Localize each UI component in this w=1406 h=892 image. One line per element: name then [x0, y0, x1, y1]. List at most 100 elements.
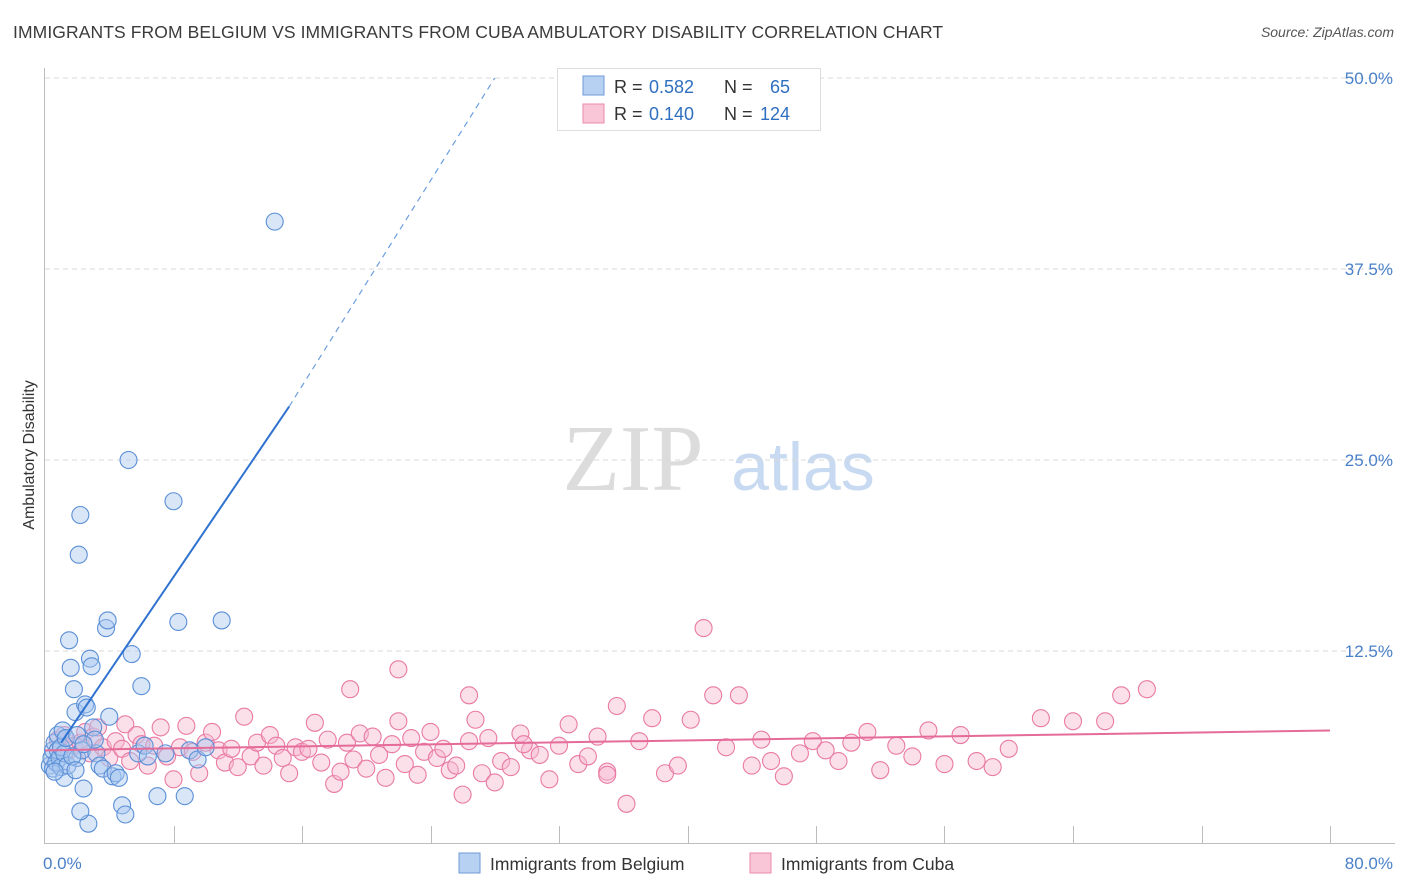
cuba-point-98 [774, 767, 793, 786]
belgium-point-59 [63, 747, 82, 766]
cuba-point-114 [1031, 709, 1050, 728]
cuba-point-112 [983, 758, 1002, 777]
cuba-point-35 [254, 756, 273, 775]
belgium-point-51 [164, 492, 183, 511]
belgium-point-49 [148, 787, 167, 806]
cuba-point-19 [151, 718, 170, 737]
cuba-point-76 [530, 745, 549, 764]
belgium-point-33 [90, 756, 109, 775]
cuba-point-49 [344, 750, 363, 769]
belgium-point-40 [109, 768, 128, 787]
cuba-point-121 [341, 680, 360, 699]
cuba-point-100 [803, 732, 822, 751]
legend-cuba-n-value: 124 [760, 104, 790, 124]
belgium-point-63 [74, 735, 93, 754]
cuba-point-70 [479, 729, 498, 748]
cuba-point-17 [138, 756, 157, 775]
cuba-point-61 [421, 722, 440, 742]
cuba-point-71 [485, 773, 504, 792]
grid [45, 77, 1395, 652]
belgium-point-42 [116, 805, 135, 824]
cuba-point-48 [337, 733, 357, 752]
x-ticks [174, 826, 1331, 843]
cuba-point-85 [617, 794, 636, 813]
cuba-point-102 [829, 751, 848, 771]
cuba-point-99 [790, 744, 809, 763]
watermark-atlas: atlas [731, 429, 875, 505]
cuba-point-104 [858, 722, 877, 742]
belgium-point-58 [71, 802, 90, 821]
legend-cuba-swatch [582, 103, 605, 124]
cuba-point-109 [935, 755, 954, 774]
cuba-point-79 [559, 715, 578, 734]
belgium-point-46 [132, 677, 151, 696]
belgium-point-61 [45, 762, 64, 781]
trend-lines [44, 77, 1331, 752]
cuba-point-36 [260, 725, 279, 745]
belgium-point-29 [80, 649, 100, 668]
cuba-point-51 [357, 759, 376, 778]
cuba-point-13 [116, 715, 135, 734]
cuba-point-27 [203, 722, 222, 742]
belgium-point-57 [212, 611, 231, 630]
cuba-point-89 [668, 756, 687, 775]
cuba-point-90 [681, 710, 700, 729]
legend-belgium-r-value: 0.582 [649, 77, 694, 97]
legend-cuba-r-value: 0.140 [649, 104, 694, 124]
cuba-point-58 [402, 729, 421, 748]
cuba-point-68 [466, 710, 485, 729]
cuba-point-64 [440, 761, 459, 780]
bottom-legend-cuba-label: Immigrants from Cuba [781, 854, 954, 874]
legend-belgium-n-value: 65 [770, 77, 790, 97]
belgium-point-52 [169, 612, 188, 632]
belgium-trend-extension [288, 77, 496, 407]
cuba-point-95 [742, 756, 761, 775]
bottom-legend-belgium-swatch [458, 852, 481, 874]
cuba-point-113 [999, 739, 1018, 758]
source-credit: Source: ZipAtlas.com [1260, 24, 1394, 40]
cuba-point-93 [716, 738, 736, 757]
cuba-point-62 [427, 748, 446, 768]
cuba-point-77 [540, 770, 559, 789]
cuba-point-43 [305, 713, 324, 732]
cuba-point-107 [903, 747, 922, 766]
cuba-point-54 [376, 768, 395, 787]
cuba-point-115 [1063, 712, 1083, 731]
cuba-point-72 [492, 751, 511, 771]
belgium-point-17 [61, 658, 80, 677]
cuba-point-56 [389, 712, 408, 731]
cuba-point-97 [761, 751, 781, 771]
cuba-trend-line [44, 729, 1331, 752]
belgium-point-53 [175, 787, 194, 806]
cuba-point-52 [363, 727, 382, 746]
series-legend: Immigrants from Belgium Immigrants from … [458, 852, 954, 874]
legend-belgium-swatch [582, 75, 605, 96]
belgium-point-47 [135, 736, 154, 755]
cuba-point-21 [164, 770, 183, 789]
watermark-zip: ZIP [563, 407, 704, 511]
cuba-point-66 [453, 785, 472, 804]
cuba-point-94 [729, 686, 748, 705]
cuba-point-103 [842, 733, 861, 752]
y-tick-label-3: 50.0% [1345, 69, 1393, 88]
cuba-point-39 [280, 764, 299, 783]
correlation-legend: R = 0.582 N = 65 R = 0.140 N = 124 [557, 68, 821, 131]
cuba-point-30 [222, 739, 241, 758]
belgium-point-64 [265, 212, 284, 231]
cuba-point-73 [501, 758, 520, 777]
cuba-point-120 [459, 686, 479, 705]
cuba-point-84 [607, 696, 626, 716]
cuba-point-80 [569, 755, 588, 774]
axes [44, 68, 1395, 844]
cuba-point-110 [951, 725, 970, 745]
legend-cuba-n-label: N = [724, 104, 753, 124]
belgium-point-10 [52, 758, 71, 777]
cuba-point-81 [578, 747, 597, 766]
y-tick-labels: 12.5% 25.0% 37.5% 50.0% [1345, 69, 1393, 661]
belgium-points [40, 212, 284, 833]
cuba-point-108 [919, 721, 938, 740]
belgium-point-16 [60, 631, 79, 650]
cuba-point-65 [447, 756, 466, 775]
belgium-point-62 [66, 761, 85, 780]
